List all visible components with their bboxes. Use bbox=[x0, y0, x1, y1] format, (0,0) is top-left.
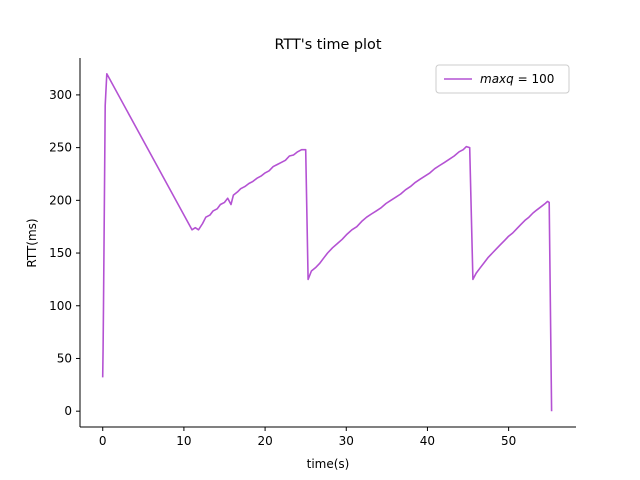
x-tick-label: 30 bbox=[339, 434, 354, 448]
y-axis-title: RTT(ms) bbox=[25, 218, 39, 267]
legend-box bbox=[435, 64, 570, 94]
legend-label-rest: = 100 bbox=[514, 72, 555, 86]
legend: maxq = 100 bbox=[435, 64, 570, 94]
x-tick-label: 0 bbox=[99, 434, 107, 448]
x-tick-label: 40 bbox=[420, 434, 435, 448]
x-tick-label: 10 bbox=[176, 434, 191, 448]
y-tick-label: 250 bbox=[49, 141, 72, 155]
series-line-0 bbox=[101, 73, 553, 412]
x-tick-label: 20 bbox=[257, 434, 272, 448]
y-tick-label: 0 bbox=[64, 404, 72, 418]
y-tick-label: 300 bbox=[49, 88, 72, 102]
x-tick-label: 50 bbox=[501, 434, 516, 448]
legend-label: maxq = 100 bbox=[480, 72, 554, 86]
legend-label-math: maxq bbox=[480, 72, 514, 86]
y-tick-label: 150 bbox=[49, 246, 72, 260]
y-tick-label: 200 bbox=[49, 193, 72, 207]
chart-title: RTT's time plot bbox=[275, 37, 382, 53]
y-tick-label: 50 bbox=[57, 351, 72, 365]
plot-area bbox=[101, 73, 553, 412]
axes: 0 10 20 30 40 50 0 50 100 150 200 250 300 bbox=[49, 58, 576, 448]
y-tick-label: 100 bbox=[49, 299, 72, 313]
x-axis-title: time(s) bbox=[307, 457, 350, 471]
